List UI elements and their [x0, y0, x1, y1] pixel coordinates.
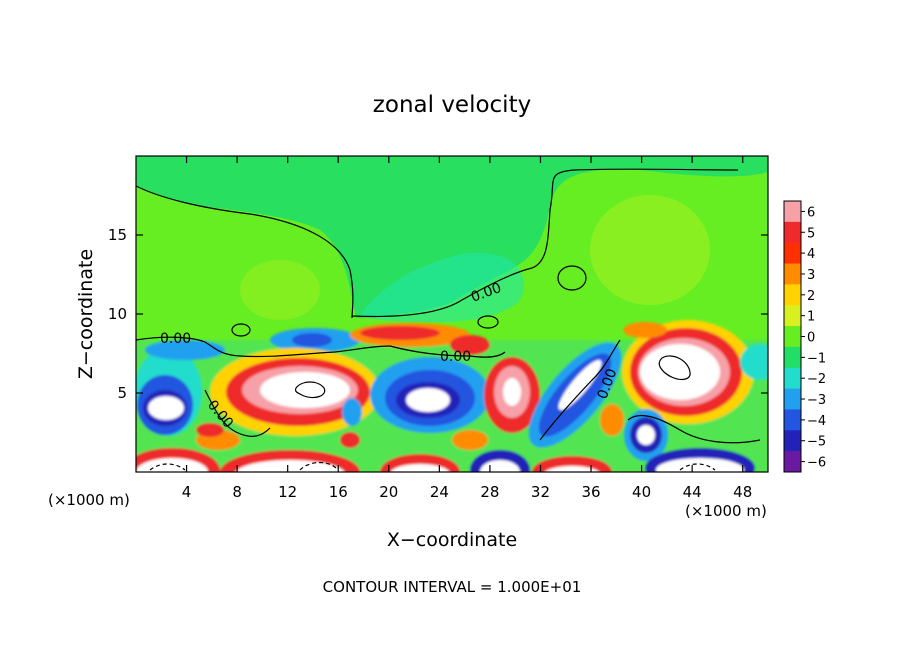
blob-red-a: [450, 335, 490, 355]
contour-lower-wiggle: [204, 389, 271, 437]
blob-cyan-a: [342, 398, 362, 426]
colorbar-segment: [784, 263, 801, 285]
contour-lines: [136, 168, 761, 471]
contour-mid-20: [389, 345, 506, 358]
patch-upper-mid-core: [292, 333, 332, 347]
colorbar-label: −6: [807, 456, 826, 471]
y-axis: 5 10 15: [108, 226, 768, 402]
colorbar-segment: [784, 367, 801, 390]
colorbar-segment: [784, 201, 801, 223]
colorbar-label: −5: [807, 435, 826, 450]
upper-warm-region-right: [590, 195, 710, 305]
warm-cell-43-core: [640, 344, 720, 400]
blob-orange-b: [600, 404, 624, 436]
colorbar-label: 0: [807, 331, 815, 346]
colorbar: 6 5 4 3 2 1 0 −1 −2 −3 −4 −5 −6: [783, 200, 826, 473]
colorbar-label: 3: [807, 268, 815, 283]
contour-ring-b: [477, 315, 499, 329]
plot-area: [136, 156, 768, 472]
contour-label: 0.00: [160, 331, 191, 347]
x-tick-label: 28: [480, 483, 499, 501]
contour-dashed-bottom-a: [149, 463, 186, 471]
colorbar-segment: [784, 430, 801, 452]
x-unit-label-right: (×1000 m): [685, 502, 767, 520]
upper-warm-region-left: [240, 260, 320, 320]
colorbar-segment: [784, 305, 801, 327]
contour-diag-35: [539, 339, 621, 441]
colorbar-label: 4: [807, 247, 815, 262]
bottom-cell-44-core: [656, 458, 744, 472]
colorbar-label: −1: [807, 351, 826, 366]
x-unit-label-left: (×1000 m): [48, 491, 130, 509]
y-tick-label: 15: [108, 226, 127, 244]
blob-red-b: [340, 432, 360, 448]
contour-dashed-bottom-c: [679, 463, 716, 471]
x-axis: 4 8 12 16 20 24 28 32 36 40 44 48: [182, 156, 752, 501]
warm-cell-29-core: [503, 378, 521, 406]
bottom-cell-12-core: [235, 460, 345, 472]
x-tick-label: 20: [379, 483, 398, 501]
colorbar-segment: [784, 326, 801, 348]
right-edge-cyan: [740, 344, 768, 380]
cool-cell-35-core: [558, 359, 602, 411]
upper-cyan-region: [360, 252, 524, 322]
y-axis-label: Z−coordinate: [75, 249, 97, 379]
contour-dashed-bottom-b: [299, 461, 339, 471]
blob-orange-c: [623, 322, 667, 338]
colorbar-segment: [784, 451, 801, 473]
x-tick-label: 16: [329, 483, 348, 501]
x-axis-label: X−coordinate: [387, 529, 517, 551]
x-tick-label: 24: [430, 483, 449, 501]
contour-ring-c: [231, 323, 251, 337]
colorbar-label: −4: [807, 414, 826, 429]
blob-orange-a: [452, 430, 488, 450]
x-tick-label: 40: [632, 483, 651, 501]
cool-cell-23-core: [406, 388, 450, 412]
contour-inner-12: [294, 381, 326, 399]
colorbar-label: 6: [807, 205, 815, 220]
bottom-cell-22-core: [390, 464, 450, 472]
patch-upper-left: [145, 340, 225, 360]
x-tick-label: 48: [733, 483, 752, 501]
x-tick-label: 36: [581, 483, 600, 501]
contour-label: 0.00: [440, 349, 471, 365]
colorbar-segment: [784, 284, 801, 306]
colorbar-label: −3: [807, 393, 826, 408]
upper-cool-region: [136, 156, 768, 318]
x-tick-label: 4: [182, 483, 192, 501]
bottom-cell-36-core: [544, 466, 600, 472]
contour-interval-text: CONTOUR INTERVAL = 1.000E+01: [323, 578, 582, 596]
blob-red-c: [196, 423, 224, 437]
colorbar-segment: [784, 388, 801, 410]
colorbar-segment: [784, 242, 801, 265]
contour-left-mid: [136, 336, 391, 358]
colorbar-segment: [784, 409, 801, 431]
colorbar-label: 5: [807, 226, 815, 241]
mid-red-band: [360, 326, 440, 340]
colorbar-label: −2: [807, 372, 826, 387]
contour-upper-right: [351, 168, 739, 318]
bottom-cell-36-red: [532, 456, 612, 472]
contour-upper-zero: [136, 185, 354, 319]
contour-inner-43: [658, 355, 691, 381]
x-tick-label: 44: [683, 483, 702, 501]
colorbar-segment: [784, 221, 801, 244]
warm-cell-12-core: [260, 372, 350, 408]
y-tick-label: 5: [117, 384, 127, 402]
x-tick-label: 32: [531, 483, 550, 501]
bottom-cell-3-core: [136, 458, 208, 472]
chart-title: zonal velocity: [373, 92, 531, 118]
cool-cell-40-core: [637, 425, 655, 445]
colorbar-label: 1: [807, 310, 815, 325]
y-tick-label: 10: [108, 305, 127, 323]
contour-ring-a: [557, 265, 587, 291]
colorbar-segment: [784, 346, 801, 369]
x-tick-label: 12: [278, 483, 297, 501]
cell-left-core: [148, 396, 184, 420]
contour-right-lower: [627, 415, 761, 444]
colorbar-label: 2: [807, 289, 815, 304]
x-tick-label: 8: [232, 483, 242, 501]
